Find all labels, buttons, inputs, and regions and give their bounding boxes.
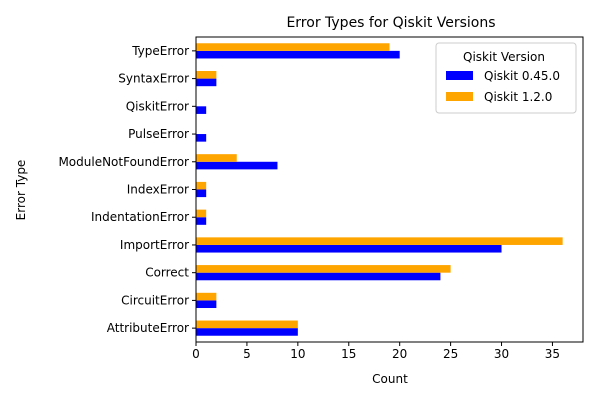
y-tick-label: ImportError (120, 238, 189, 252)
x-tick-label: 35 (545, 347, 560, 361)
bar-CircuitError-series-2 (196, 292, 217, 301)
bar-SyntaxError-series-2 (196, 70, 217, 79)
y-axis-label: Error Type (14, 160, 28, 221)
bar-ImportError-series-1 (196, 244, 502, 253)
x-tick-label: 10 (290, 347, 305, 361)
legend: Qiskit Version Qiskit 0.45.0 Qiskit 1.2.… (435, 42, 577, 114)
legend-swatch-series-1 (446, 71, 473, 80)
x-axis-ticks: 0 5 10 15 20 25 30 35 (192, 342, 560, 361)
y-tick-label: CircuitError (121, 293, 189, 307)
y-tick-label: ModuleNotFoundError (58, 155, 189, 169)
x-tick-label: 20 (392, 347, 407, 361)
chart-title: Error Types for Qiskit Versions (286, 15, 495, 31)
y-tick-label: SyntaxError (118, 72, 189, 86)
y-axis-ticks: TypeError SyntaxError QiskitError PulseErro… (58, 44, 196, 335)
bar-IndexError-series-2 (196, 181, 207, 190)
y-tick-label: Correct (145, 266, 189, 280)
bar-IndentationError-series-2 (196, 209, 207, 218)
y-tick-label: TypeError (131, 44, 189, 58)
bar-CircuitError-series-1 (196, 300, 217, 309)
bar-TypeError-series-2 (196, 43, 390, 51)
x-tick-label: 15 (341, 347, 356, 361)
x-tick-label: 30 (494, 347, 509, 361)
bar-AttributeError-series-2 (196, 320, 298, 329)
bar-SyntaxError-series-1 (196, 78, 217, 87)
bar-PulseError-series-1 (196, 134, 207, 142)
x-tick-label: 0 (192, 347, 200, 361)
bar-Correct-series-2 (196, 265, 451, 273)
x-tick-label: 25 (443, 347, 458, 361)
legend-swatch-series-2 (446, 92, 473, 101)
legend-label-series-1: Qiskit 0.45.0 (484, 69, 560, 83)
legend-label-series-2: Qiskit 1.2.0 (484, 90, 552, 104)
bar-IndentationError-series-1 (196, 217, 207, 225)
legend-title: Qiskit Version (463, 50, 545, 64)
bars-group (196, 43, 563, 336)
y-tick-label: PulseError (128, 127, 189, 141)
bar-ModuleNotFoundError-series-2 (196, 154, 237, 162)
y-tick-label: AttributeError (107, 321, 189, 335)
plot-frame (195, 36, 584, 343)
bar-ModuleNotFoundError-series-1 (196, 161, 278, 170)
x-axis-label: Count (372, 372, 408, 386)
y-tick-label: IndentationError (91, 210, 189, 224)
y-tick-label: IndexError (127, 183, 189, 197)
bar-ImportError-series-2 (196, 237, 563, 245)
x-tick-label: 5 (243, 347, 251, 361)
bar-Correct-series-1 (196, 272, 441, 281)
bar-QiskitError-series-1 (196, 106, 207, 114)
bar-AttributeError-series-1 (196, 328, 298, 336)
y-tick-label: QiskitError (126, 99, 189, 113)
bar-IndexError-series-1 (196, 189, 207, 198)
bar-TypeError-series-1 (196, 50, 400, 59)
